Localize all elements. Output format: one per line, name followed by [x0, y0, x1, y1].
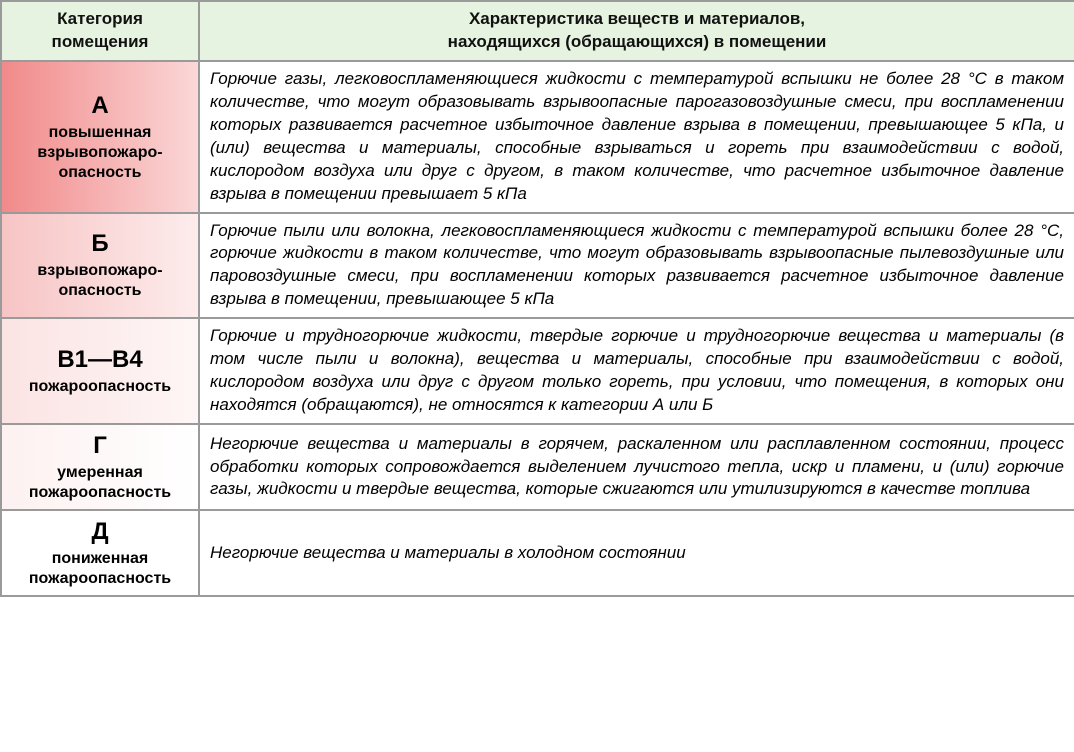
- category-cell: В1—В4пожароопасность: [1, 318, 199, 424]
- category-letter: Д: [12, 517, 188, 547]
- table-row: В1—В4пожароопасностьГорючие и трудногорю…: [1, 318, 1074, 424]
- header-category: Категория помещения: [1, 1, 199, 61]
- category-label: пожароопасность: [12, 377, 188, 397]
- table-row: Бвзрывопожаро-опасностьГорючие пыли или …: [1, 213, 1074, 319]
- hazard-categories-table: Категория помещения Характеристика вещес…: [0, 0, 1074, 597]
- table-row: Аповышенная взрывопожаро-опасностьГорючи…: [1, 61, 1074, 213]
- description-cell: Горючие и трудногорючие жидкости, тверды…: [199, 318, 1074, 424]
- category-cell: Дпониженная пожароопасность: [1, 510, 199, 596]
- category-label: взрывопожаро-опасность: [12, 261, 188, 301]
- description-cell: Горючие пыли или волокна, легковоспламен…: [199, 213, 1074, 319]
- category-label: повышенная взрывопожаро-опасность: [12, 123, 188, 183]
- category-letter: А: [12, 91, 188, 121]
- table-body: Аповышенная взрывопожаро-опасностьГорючи…: [1, 61, 1074, 596]
- table-row: Дпониженная пожароопасностьНегорючие вещ…: [1, 510, 1074, 596]
- table-header-row: Категория помещения Характеристика вещес…: [1, 1, 1074, 61]
- category-label: умеренная пожароопасность: [12, 463, 188, 503]
- description-cell: Негорючие вещества и материалы в горячем…: [199, 424, 1074, 510]
- category-cell: Аповышенная взрывопожаро-опасность: [1, 61, 199, 213]
- table-row: Гумеренная пожароопасностьНегорючие веще…: [1, 424, 1074, 510]
- description-cell: Горючие газы, легковоспламеняющиеся жидк…: [199, 61, 1074, 213]
- category-letter: В1—В4: [12, 345, 188, 375]
- category-letter: Б: [12, 229, 188, 259]
- category-label: пониженная пожароопасность: [12, 549, 188, 589]
- description-cell: Негорючие вещества и материалы в холодно…: [199, 510, 1074, 596]
- category-cell: Бвзрывопожаро-опасность: [1, 213, 199, 319]
- category-letter: Г: [12, 431, 188, 461]
- category-cell: Гумеренная пожароопасность: [1, 424, 199, 510]
- header-description: Характеристика веществ и материалов,нахо…: [199, 1, 1074, 61]
